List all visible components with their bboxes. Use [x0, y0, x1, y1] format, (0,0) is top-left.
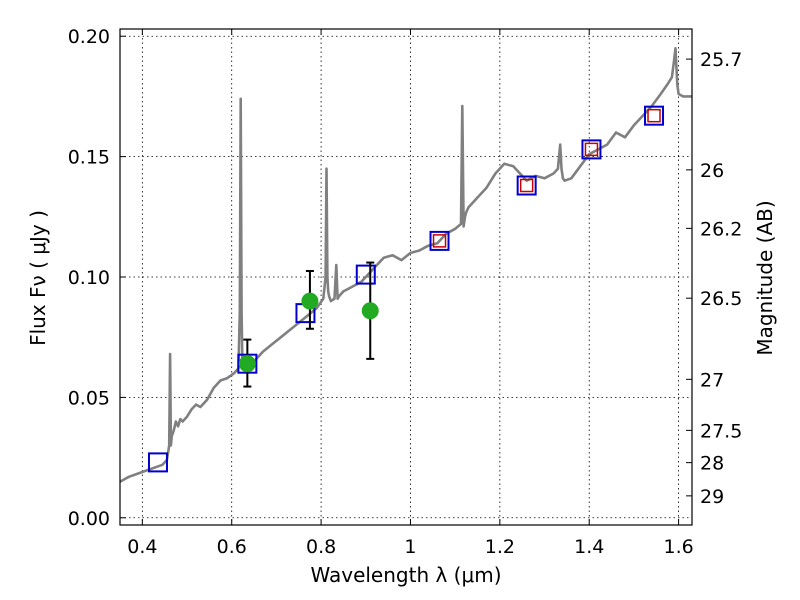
red-square-point: [519, 178, 534, 193]
right-tick-label: 28: [700, 453, 724, 475]
x-tick-label: 0.4: [127, 536, 157, 558]
right-tick-label: 29: [700, 486, 724, 508]
axis-ticks: 0.4 0.6 0.8 1 1.2 1.4 1.6 0.00 0.05 0.10 0.15 0.20 2…: [68, 26, 743, 558]
right-tick-label: 26.5: [700, 288, 742, 310]
plot-area: [120, 47, 692, 483]
x-tick-label: 1.4: [574, 536, 604, 558]
x-tick-label: 1.6: [663, 536, 693, 558]
y-tick-label: 0.15: [68, 147, 110, 169]
blue-square-point: [516, 175, 537, 196]
y-tick-label: 0.05: [68, 387, 110, 409]
left-y-axis-title: Flux Fν ( μJy ): [26, 210, 50, 346]
blue-square-point: [581, 139, 602, 160]
red-square-point: [432, 234, 447, 248]
model-spectrum-line: [120, 47, 692, 483]
series-group: [120, 47, 692, 483]
right-tick-label: 25.7: [700, 49, 742, 71]
x-tick-label: 1.2: [485, 536, 515, 558]
blue-square-point: [355, 264, 376, 285]
blue-square-point: [644, 105, 665, 126]
green-circle-point: [238, 355, 256, 373]
right-tick-label: 26: [700, 160, 724, 182]
y-tick-label: 0.10: [68, 267, 110, 289]
x-tick-label: 0.8: [306, 536, 336, 558]
right-tick-label: 27: [700, 369, 724, 391]
green-circle-point: [301, 292, 319, 310]
right-tick-label: 26.2: [700, 218, 742, 240]
red-square-point: [647, 108, 661, 123]
blue-square-point: [429, 230, 450, 251]
right-y-axis-title: Magnitude (AB): [753, 200, 777, 355]
green-circle-point: [361, 302, 379, 320]
gridlines: [120, 29, 692, 525]
x-axis-title: Wavelength λ (μm): [310, 563, 501, 587]
y-tick-label: 0.20: [68, 26, 110, 48]
blue-square-point: [147, 452, 168, 473]
x-tick-label: 0.6: [217, 536, 247, 558]
red-square-point: [584, 142, 599, 157]
right-tick-label: 27.5: [700, 420, 742, 442]
x-tick-label: 1: [404, 536, 416, 558]
y-tick-label: 0.00: [68, 508, 110, 530]
